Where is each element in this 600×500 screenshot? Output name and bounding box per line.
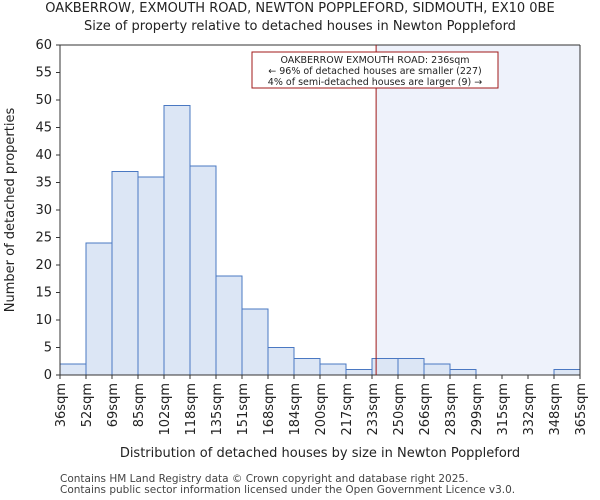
x-tick-label: 348sqm	[548, 383, 563, 436]
bar-135sqm	[215, 275, 243, 376]
highlight-region	[376, 45, 580, 375]
bar-200sqm	[319, 363, 347, 376]
y-tick-label: 15	[35, 286, 52, 301]
x-tick-label: 283sqm	[444, 383, 459, 436]
x-tick-label: 332sqm	[522, 383, 537, 436]
x-tick-label: 69sqm	[106, 383, 121, 427]
y-tick-label: 35	[35, 176, 52, 191]
y-tick-label: 10	[35, 313, 52, 328]
x-tick-label: 168sqm	[262, 383, 277, 436]
x-tick-label: 102sqm	[158, 383, 173, 436]
y-tick-label: 5	[44, 341, 52, 356]
chart-title: OAKBERROW, EXMOUTH ROAD, NEWTON POPPLEFO…	[45, 1, 555, 16]
bar-52sqm	[85, 242, 113, 376]
annotation-line: OAKBERROW EXMOUTH ROAD: 236sqm	[280, 55, 469, 66]
x-tick-label: 266sqm	[418, 383, 433, 436]
annotation-box	[251, 51, 499, 89]
bar-184sqm	[293, 358, 321, 376]
y-tick-label: 20	[35, 258, 52, 273]
y-axis-label: Number of detached properties	[3, 108, 18, 313]
x-axis-label: Distribution of detached houses by size …	[120, 446, 520, 461]
y-tick-label: 40	[35, 148, 52, 163]
bar-102sqm	[163, 105, 191, 376]
bar-118sqm	[189, 165, 217, 376]
bar-36sqm	[59, 363, 87, 376]
x-tick-label: 200sqm	[314, 383, 329, 436]
bar-348sqm	[553, 369, 581, 376]
x-tick-label: 250sqm	[392, 383, 407, 436]
x-tick-label: 118sqm	[184, 383, 199, 436]
bar-85sqm	[137, 176, 165, 376]
y-tick-label: 50	[35, 93, 52, 108]
chart-subtitle: Size of property relative to detached ho…	[84, 19, 516, 34]
x-tick-label: 135sqm	[210, 383, 225, 436]
y-tick-label: 45	[35, 121, 52, 136]
bar-151sqm	[241, 308, 269, 376]
x-tick-label: 315sqm	[496, 383, 511, 436]
bar-69sqm	[111, 171, 139, 376]
y-tick-label: 30	[35, 203, 52, 218]
x-tick-label: 151sqm	[236, 383, 251, 436]
y-tick-label: 25	[35, 231, 52, 246]
annotation-line: 4% of semi-detached houses are larger (9…	[268, 77, 482, 88]
x-tick-label: 52sqm	[80, 383, 95, 427]
footer-licence: Contains public sector information licen…	[60, 484, 516, 496]
footer-copyright: Contains HM Land Registry data © Crown c…	[60, 473, 469, 485]
x-tick-label: 85sqm	[132, 383, 147, 427]
bar-250sqm	[397, 358, 425, 376]
bar-chart: 0 5 10 15 20 25 30 35 40 45 50 55 60 36sqm 52sqm 69sqm 8…	[3, 38, 589, 461]
y-tick-label: 0	[44, 368, 52, 383]
bar-266sqm	[423, 363, 451, 376]
x-tick-label: 184sqm	[288, 383, 303, 436]
x-tick-label: 217sqm	[340, 383, 355, 436]
x-tick-label: 299sqm	[470, 383, 485, 436]
bar-217sqm	[345, 369, 373, 376]
bar-168sqm	[267, 347, 295, 376]
x-tick-label: 36sqm	[54, 383, 69, 427]
annotation-line: ← 96% of detached houses are smaller (22…	[268, 66, 481, 77]
bar-283sqm	[449, 369, 477, 376]
x-tick-label: 365sqm	[574, 383, 589, 436]
y-tick-label: 60	[35, 38, 52, 53]
y-tick-label: 55	[35, 66, 52, 81]
x-tick-label: 233sqm	[366, 383, 381, 436]
